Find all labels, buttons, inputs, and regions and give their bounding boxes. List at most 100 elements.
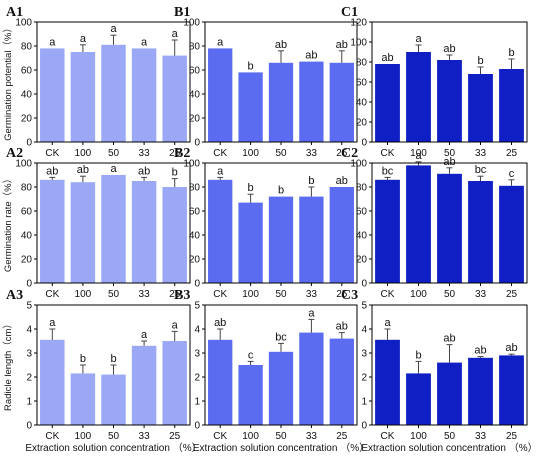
significance-label: a (172, 319, 179, 331)
bar (499, 185, 524, 283)
bar (468, 74, 493, 142)
x-tick-label: 33 (139, 289, 151, 300)
x-tick-label: 50 (275, 431, 287, 442)
bar (40, 179, 65, 283)
significance-label: ab (443, 156, 455, 168)
significance-label: a (80, 33, 87, 45)
panel-label: C2 (341, 146, 358, 161)
significance-label: ab (336, 321, 348, 333)
bar (208, 339, 233, 425)
x-tick-label: CK (381, 431, 395, 442)
x-tick-label: CK (213, 289, 227, 300)
y-tick-label: 20 (356, 118, 368, 129)
significance-label: a (217, 165, 224, 177)
significance-label: ab (214, 317, 226, 329)
x-tick-label: 100 (410, 148, 427, 159)
x-tick-label: 33 (306, 148, 318, 159)
significance-label: a (384, 317, 391, 329)
bar (499, 69, 524, 142)
plot-frame (204, 304, 358, 426)
y-tick-label: 120 (350, 18, 367, 29)
x-tick-label: 100 (242, 289, 259, 300)
x-tick-label: 50 (444, 431, 456, 442)
bar (40, 48, 65, 142)
panel-label: C1 (341, 5, 358, 20)
bar (375, 179, 400, 283)
significance-label: bc (475, 164, 487, 176)
y-tick-label: 40 (189, 90, 201, 101)
significance-label: ab (505, 342, 517, 354)
significance-label: b (278, 185, 284, 197)
y-tick-label: 20 (21, 114, 33, 125)
bar (437, 173, 462, 283)
bar (329, 338, 354, 425)
y-tick-label: 0 (361, 421, 367, 432)
x-tick-label: 33 (475, 289, 487, 300)
y-tick-label: 60 (21, 66, 33, 77)
bar (299, 196, 324, 283)
significance-label: a (415, 33, 422, 45)
significance-label: ab (275, 39, 287, 51)
panel-c3: C3 a CK b 100 ab 50 ab 33 ab 25 0 1 2 3 4 5 (341, 288, 528, 442)
panel-label: C3 (341, 288, 358, 303)
y-tick-label: 40 (356, 98, 368, 109)
significance-label: bc (275, 331, 287, 343)
panel-label: A3 (6, 288, 23, 303)
y-tick-label: 100 (15, 18, 32, 29)
y-tick-label: 80 (21, 42, 33, 53)
x-tick-label: 100 (242, 431, 259, 442)
plot-frame (204, 21, 358, 143)
bar (437, 60, 462, 142)
plot-frame (204, 162, 358, 284)
x-tick-label: CK (381, 148, 395, 159)
bar (499, 355, 524, 425)
y-tick-label: 100 (183, 18, 200, 29)
bar (131, 48, 157, 142)
x-tick-label: 100 (75, 148, 92, 159)
bar (299, 332, 324, 425)
x-tick-label: 25 (336, 289, 348, 300)
panel-label: B1 (174, 5, 190, 20)
x-tick-label: 25 (169, 289, 181, 300)
bar (268, 196, 294, 283)
bar (437, 362, 462, 425)
y-tick-label: 2 (26, 373, 32, 384)
panel-b3: B3 ab CK c 100 bc 50 a 33 ab 25 0 1 2 3 4 5 (174, 288, 358, 442)
significance-label: b (110, 353, 116, 365)
significance-label: a (415, 150, 422, 162)
y-tick-label: 5 (361, 301, 367, 312)
y-tick-label: 5 (194, 301, 200, 312)
significance-label: a (217, 36, 224, 48)
significance-label: a (49, 36, 56, 48)
y-tick-label: 80 (356, 58, 368, 69)
x-tick-label: 50 (108, 431, 120, 442)
y-tick-label: 20 (356, 255, 368, 266)
x-tick-label: 25 (169, 148, 181, 159)
significance-label: ab (443, 333, 455, 345)
significance-label: b (80, 353, 86, 365)
x-tick-label: 50 (108, 289, 120, 300)
bar (375, 339, 400, 425)
bar (406, 165, 431, 283)
y-tick-label: 4 (26, 325, 32, 336)
panel-a1: A1aCKa100a50a33a25020406080100Germinatio… (2, 5, 191, 159)
significance-label: c (509, 168, 515, 180)
y-tick-label: 0 (361, 279, 367, 290)
x-tick-label: 25 (169, 431, 181, 442)
bar (162, 55, 187, 142)
y-tick-label: 0 (194, 279, 200, 290)
x-tick-label: CK (45, 289, 59, 300)
x-tick-label: CK (381, 289, 395, 300)
y-tick-label: 60 (356, 78, 368, 89)
significance-label: c (248, 349, 254, 361)
y-axis-title: Radicle length（cm） (2, 319, 14, 411)
bar (238, 72, 263, 142)
panel-label: B3 (174, 288, 190, 303)
y-tick-label: 60 (21, 207, 33, 218)
significance-label: b (308, 175, 314, 187)
x-tick-label: 100 (75, 289, 92, 300)
x-tick-label: 25 (336, 431, 348, 442)
y-tick-label: 0 (26, 421, 32, 432)
significance-label: b (172, 167, 178, 179)
